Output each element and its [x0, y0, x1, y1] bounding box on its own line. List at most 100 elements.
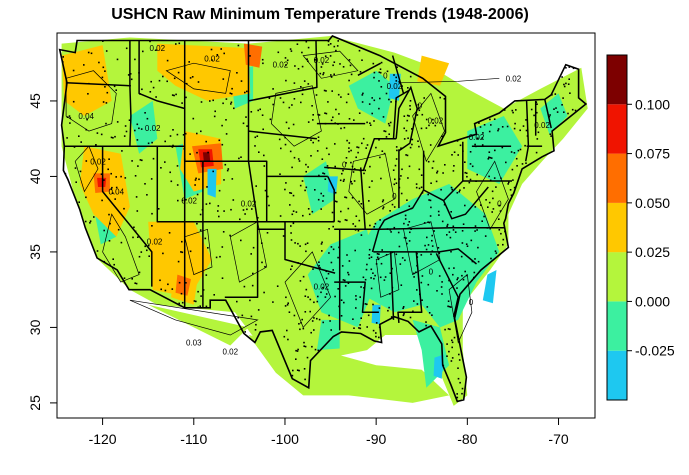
station-dot	[383, 130, 385, 132]
station-dot	[347, 273, 350, 276]
station-dot	[483, 124, 486, 126]
station-dot	[510, 194, 513, 197]
station-dot	[395, 253, 398, 256]
station-dot	[285, 79, 287, 82]
station-dot	[395, 182, 398, 184]
station-dot	[225, 98, 228, 100]
station-dot	[378, 253, 380, 255]
colorbar-level	[607, 153, 627, 203]
station-dot	[95, 144, 97, 146]
station-dot	[447, 305, 449, 308]
station-dot	[147, 142, 150, 145]
station-dot	[177, 199, 179, 202]
station-dot	[363, 172, 365, 175]
contour-label: 0.04	[109, 188, 125, 197]
station-dot	[400, 147, 402, 149]
station-dot	[379, 276, 382, 279]
station-dot	[385, 254, 388, 256]
station-dot	[474, 225, 477, 227]
station-dot	[417, 140, 419, 142]
station-dot	[441, 220, 444, 223]
station-dot	[434, 124, 437, 127]
station-dot	[378, 336, 380, 339]
station-dot	[431, 314, 433, 316]
station-dot	[285, 296, 287, 299]
station-dot	[324, 55, 327, 57]
station-dot	[395, 158, 398, 160]
station-dot	[337, 123, 339, 125]
station-dot	[322, 200, 324, 202]
station-dot	[222, 78, 225, 80]
station-dot	[292, 369, 294, 372]
station-dot	[221, 124, 223, 127]
station-dot	[502, 238, 505, 241]
station-dot	[354, 229, 357, 231]
station-dot	[358, 219, 361, 222]
station-dot	[385, 136, 388, 138]
station-dot	[525, 129, 528, 132]
station-dot	[293, 82, 296, 84]
station-dot	[223, 210, 225, 212]
station-dot	[382, 116, 385, 118]
station-dot	[404, 214, 407, 217]
station-dot	[555, 107, 557, 109]
station-dot	[230, 208, 232, 211]
station-dot	[413, 300, 415, 302]
station-dot	[193, 300, 196, 302]
station-dot	[549, 133, 552, 135]
y-tick-label: 35	[27, 244, 43, 260]
map-plot-area: 0.02 0.02 0.02 0.02 0.04 0.02 0 0 0.02 0.02 0 0.02 0…	[57, 33, 595, 418]
station-dot	[162, 75, 164, 78]
station-dot	[214, 110, 216, 113]
station-dot	[144, 112, 146, 114]
station-dot	[129, 73, 132, 75]
contour-label: 0.02	[181, 197, 197, 206]
station-dot	[181, 251, 184, 254]
station-dot	[358, 49, 361, 52]
station-dot	[162, 252, 164, 255]
station-dot	[197, 81, 200, 83]
station-dot	[204, 237, 207, 240]
station-dot	[438, 275, 441, 277]
station-dot	[430, 206, 432, 209]
station-dot	[394, 178, 396, 181]
station-dot	[284, 136, 286, 139]
station-dot	[295, 358, 297, 360]
station-dot	[477, 260, 480, 263]
station-dot	[180, 251, 182, 253]
station-dot	[225, 119, 227, 121]
station-dot	[299, 184, 302, 187]
station-dot	[334, 122, 336, 124]
station-dot	[512, 111, 514, 114]
station-dot	[246, 90, 248, 93]
station-dot	[404, 259, 406, 262]
station-dot	[212, 170, 214, 173]
station-dot	[241, 314, 244, 317]
station-dot	[79, 170, 82, 173]
station-dot	[548, 115, 551, 118]
station-dot	[366, 144, 369, 146]
station-dot	[410, 228, 412, 230]
station-dot	[103, 179, 105, 181]
station-dot	[413, 276, 415, 278]
station-dot	[283, 335, 286, 338]
station-dot	[437, 247, 440, 249]
station-dot	[450, 306, 452, 308]
station-dot	[446, 343, 448, 345]
contour-label: 0.02	[90, 157, 106, 166]
station-dot	[322, 73, 324, 76]
station-dot	[462, 150, 464, 152]
station-dot	[447, 300, 450, 302]
station-dot	[568, 78, 570, 80]
contour-label: 0.02	[387, 82, 403, 91]
station-dot	[436, 172, 438, 174]
contour-label: 0.02	[314, 283, 330, 292]
station-dot	[333, 73, 335, 76]
y-tick-label: 45	[27, 93, 43, 109]
station-dot	[344, 196, 346, 198]
station-dot	[296, 369, 299, 371]
station-dot	[155, 96, 157, 98]
station-dot	[379, 97, 381, 100]
station-dot	[299, 280, 302, 282]
station-dot	[405, 154, 407, 156]
